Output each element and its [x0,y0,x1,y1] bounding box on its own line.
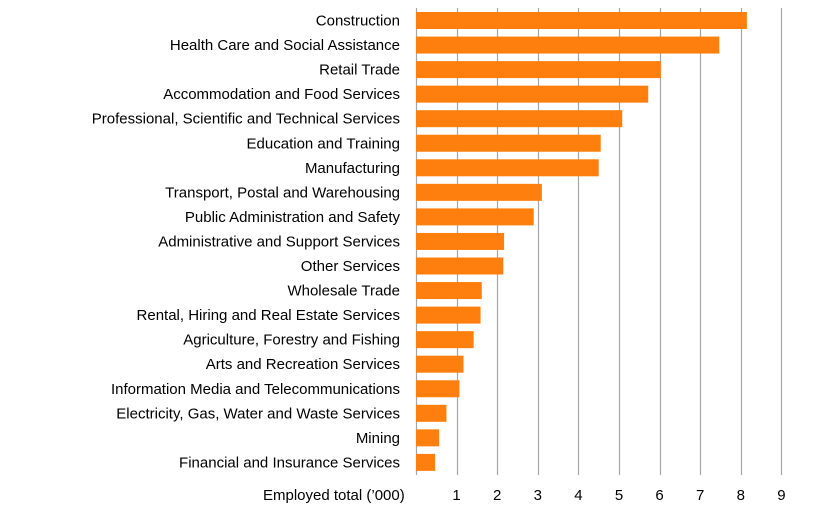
x-tick-label: 1 [452,487,460,504]
category-label: Wholesale Trade [287,283,400,300]
bar [416,331,474,349]
x-tick-labels: 1 2 3 4 5 6 7 8 9 [452,487,785,504]
x-tick-label: 6 [655,487,663,504]
category-label: Electricity, Gas, Water and Waste Servic… [116,405,400,422]
bar [416,380,460,398]
x-tick-label: 4 [574,487,582,504]
x-tick-label: 9 [777,487,785,504]
bar [416,110,623,128]
bar [416,61,661,79]
bar [416,282,482,300]
bar [416,208,534,226]
category-label: Other Services [301,258,400,275]
bar [416,257,504,275]
category-label: Agriculture, Forestry and Fishing [183,332,400,349]
bar [416,12,747,29]
x-tick-label: 8 [737,487,745,504]
bar [416,453,436,471]
category-label: Financial and Insurance Services [179,454,400,471]
category-labels: Construction Health Care and Social Assis… [92,13,401,472]
x-axis-title: Employed total (’000) [263,487,405,504]
bar [416,85,649,103]
x-tick-label: 2 [493,487,501,504]
category-label: Rental, Hiring and Real Estate Services [137,307,400,324]
category-label: Arts and Recreation Services [206,356,400,373]
category-label: Construction [316,13,400,30]
category-label: Administrative and Support Services [158,233,400,250]
bar [416,36,720,54]
bar [416,134,601,152]
bar [416,159,599,177]
category-label: Information Media and Telecommunications [111,381,400,398]
category-label: Accommodation and Food Services [163,86,400,103]
bar [416,355,464,373]
x-tick-label: 7 [696,487,704,504]
category-label: Manufacturing [305,160,400,177]
bar [416,404,447,422]
category-label: Education and Training [247,135,400,152]
category-label: Retail Trade [319,62,400,79]
bar [416,306,481,324]
category-label: Transport, Postal and Warehousing [165,184,400,201]
bar [416,232,505,250]
bar [416,429,440,447]
bars [416,12,747,471]
x-tick-label: 3 [534,487,542,504]
category-label: Mining [356,430,400,447]
bar [416,183,542,201]
x-tick-label: 5 [615,487,623,504]
category-label: Public Administration and Safety [185,209,401,226]
category-label: Professional, Scientific and Technical S… [92,111,400,128]
category-label: Health Care and Social Assistance [170,37,400,54]
